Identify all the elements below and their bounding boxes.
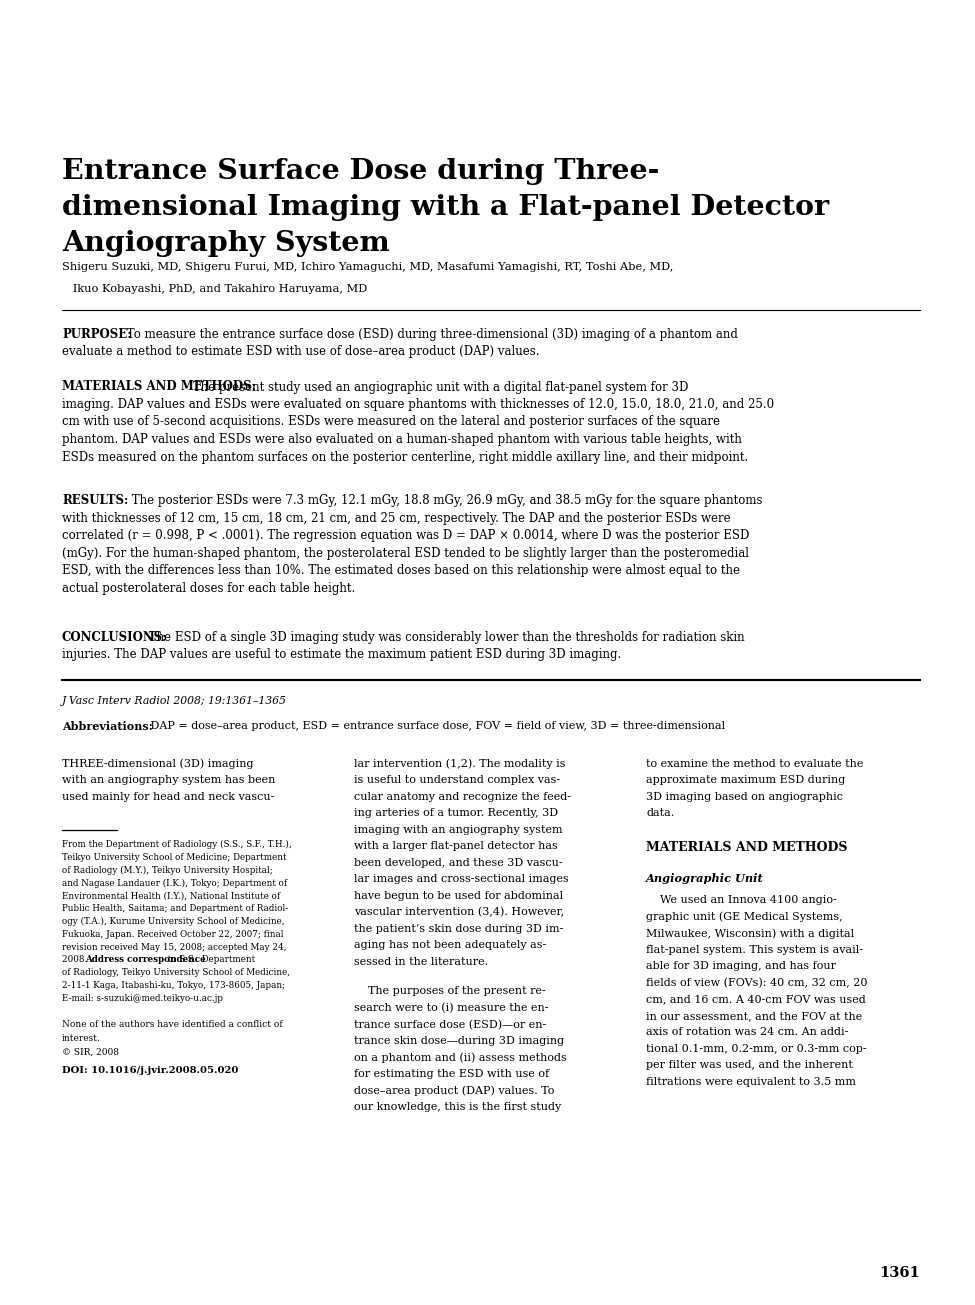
Text: cm, and 16 cm. A 40-cm FOV was used: cm, and 16 cm. A 40-cm FOV was used	[646, 994, 866, 1005]
Text: and Nagase Landauer (I.K.), Tokyo; Department of: and Nagase Landauer (I.K.), Tokyo; Depar…	[62, 878, 287, 887]
Text: E-mail: s-suzuki@med.teikyo-u.ac.jp: E-mail: s-suzuki@med.teikyo-u.ac.jp	[62, 994, 223, 1002]
Text: on a phantom and (ii) assess methods: on a phantom and (ii) assess methods	[354, 1052, 566, 1064]
Text: Abbreviations:: Abbreviations:	[62, 720, 153, 732]
Text: 2008.: 2008.	[62, 955, 90, 964]
Text: imaging. DAP values and ESDs were evaluated on square phantoms with thicknesses : imaging. DAP values and ESDs were evalua…	[62, 398, 774, 411]
Text: DOI: 10.1016/j.jvir.2008.05.020: DOI: 10.1016/j.jvir.2008.05.020	[62, 1066, 238, 1074]
Text: MATERIALS AND METHODS: MATERIALS AND METHODS	[646, 842, 847, 855]
Text: have begun to be used for abdominal: have begun to be used for abdominal	[354, 891, 564, 900]
Text: lar intervention (1,2). The modality is: lar intervention (1,2). The modality is	[354, 758, 566, 770]
Text: the patient’s skin dose during 3D im-: the patient’s skin dose during 3D im-	[354, 924, 564, 934]
Text: interest.: interest.	[62, 1034, 100, 1043]
Text: From the Department of Radiology (S.S., S.F., T.H.),: From the Department of Radiology (S.S., …	[62, 840, 292, 850]
Text: We used an Innova 4100 angio-: We used an Innova 4100 angio-	[646, 895, 837, 906]
Text: injuries. The DAP values are useful to estimate the maximum patient ESD during 3: injuries. The DAP values are useful to e…	[62, 649, 621, 662]
Text: of Radiology, Teikyo University School of Medicine,: of Radiology, Teikyo University School o…	[62, 968, 291, 977]
Text: approximate maximum ESD during: approximate maximum ESD during	[646, 775, 845, 786]
Text: Fukuoka, Japan. Received October 22, 2007; final: Fukuoka, Japan. Received October 22, 200…	[62, 930, 284, 938]
Text: imaging with an angiography system: imaging with an angiography system	[354, 825, 563, 835]
Text: revision received May 15, 2008; accepted May 24,: revision received May 15, 2008; accepted…	[62, 942, 287, 951]
Text: to examine the method to evaluate the: to examine the method to evaluate the	[646, 758, 864, 769]
Text: Environmental Health (I.Y.), National Institute of: Environmental Health (I.Y.), National In…	[62, 891, 280, 900]
Text: The ESD of a single 3D imaging study was considerably lower than the thresholds : The ESD of a single 3D imaging study was…	[145, 630, 745, 643]
Text: trance surface dose (ESD)—or en-: trance surface dose (ESD)—or en-	[354, 1019, 546, 1030]
Text: with thicknesses of 12 cm, 15 cm, 18 cm, 21 cm, and 25 cm, respectively. The DAP: with thicknesses of 12 cm, 15 cm, 18 cm,…	[62, 512, 730, 525]
Text: To measure the entrance surface dose (ESD) during three-dimensional (3D) imaging: To measure the entrance surface dose (ES…	[123, 328, 738, 341]
Text: ing arteries of a tumor. Recently, 3D: ing arteries of a tumor. Recently, 3D	[354, 808, 558, 818]
Text: aging has not been adequately as-: aging has not been adequately as-	[354, 940, 546, 950]
Text: ESDs measured on the phantom surfaces on the posterior centerline, right middle : ESDs measured on the phantom surfaces on…	[62, 450, 748, 463]
Text: PURPOSE:: PURPOSE:	[62, 328, 132, 341]
Text: lar images and cross-sectional images: lar images and cross-sectional images	[354, 874, 568, 885]
Text: tional 0.1-mm, 0.2-mm, or 0.3-mm cop-: tional 0.1-mm, 0.2-mm, or 0.3-mm cop-	[646, 1044, 867, 1053]
Text: THREE-dimensional (3D) imaging: THREE-dimensional (3D) imaging	[62, 758, 254, 770]
Text: Teikyo University School of Medicine; Department: Teikyo University School of Medicine; De…	[62, 853, 287, 863]
Text: is useful to understand complex vas-: is useful to understand complex vas-	[354, 775, 560, 786]
Text: MATERIALS AND METHODS:: MATERIALS AND METHODS:	[62, 381, 256, 394]
Text: with an angiography system has been: with an angiography system has been	[62, 775, 275, 786]
Text: The purposes of the present re-: The purposes of the present re-	[354, 987, 546, 997]
Text: trance skin dose—during 3D imaging: trance skin dose—during 3D imaging	[354, 1036, 565, 1045]
Text: The present study used an angiographic unit with a digital flat-panel system for: The present study used an angiographic u…	[189, 381, 688, 394]
Text: used mainly for head and neck vascu-: used mainly for head and neck vascu-	[62, 792, 274, 801]
Text: 1361: 1361	[879, 1266, 920, 1280]
Text: dose–area product (DAP) values. To: dose–area product (DAP) values. To	[354, 1086, 555, 1096]
Text: Address correspondence: Address correspondence	[85, 955, 206, 964]
Text: Entrance Surface Dose during Three-: Entrance Surface Dose during Three-	[62, 158, 659, 185]
Text: to S.S.. Department: to S.S.. Department	[165, 955, 254, 964]
Text: 3D imaging based on angiographic: 3D imaging based on angiographic	[646, 792, 843, 801]
Text: ESD, with the differences less than 10%. The estimated doses based on this relat: ESD, with the differences less than 10%.…	[62, 564, 740, 577]
Text: for estimating the ESD with use of: for estimating the ESD with use of	[354, 1069, 549, 1079]
Text: per filter was used, and the inherent: per filter was used, and the inherent	[646, 1060, 853, 1070]
Text: CONCLUSIONS:: CONCLUSIONS:	[62, 630, 168, 643]
Text: data.: data.	[646, 808, 675, 818]
Text: our knowledge, this is the first study: our knowledge, this is the first study	[354, 1101, 562, 1112]
Text: of Radiology (M.Y.), Teikyo University Hospital;: of Radiology (M.Y.), Teikyo University H…	[62, 865, 273, 874]
Text: evaluate a method to estimate ESD with use of dose–area product (DAP) values.: evaluate a method to estimate ESD with u…	[62, 346, 539, 359]
Text: vascular intervention (3,4). However,: vascular intervention (3,4). However,	[354, 907, 565, 917]
Text: able for 3D imaging, and has four: able for 3D imaging, and has four	[646, 962, 836, 971]
Text: Angiography System: Angiography System	[62, 230, 390, 257]
Text: cular anatomy and recognize the feed-: cular anatomy and recognize the feed-	[354, 792, 571, 801]
Text: been developed, and these 3D vascu-: been developed, and these 3D vascu-	[354, 857, 563, 868]
Text: 2-11-1 Kaga, Itabashi-ku, Tokyo, 173-8605, Japan;: 2-11-1 Kaga, Itabashi-ku, Tokyo, 173-860…	[62, 981, 285, 990]
Text: J Vasc Interv Radiol 2008; 19:1361–1365: J Vasc Interv Radiol 2008; 19:1361–1365	[62, 696, 287, 706]
Text: The posterior ESDs were 7.3 mGy, 12.1 mGy, 18.8 mGy, 26.9 mGy, and 38.5 mGy for : The posterior ESDs were 7.3 mGy, 12.1 mG…	[128, 495, 762, 508]
Text: © SIR, 2008: © SIR, 2008	[62, 1048, 119, 1057]
Text: None of the authors have identified a conflict of: None of the authors have identified a co…	[62, 1019, 283, 1028]
Text: DAP = dose–area product, ESD = entrance surface dose, FOV = field of view, 3D = : DAP = dose–area product, ESD = entrance …	[140, 720, 725, 731]
Text: fields of view (FOVs): 40 cm, 32 cm, 20: fields of view (FOVs): 40 cm, 32 cm, 20	[646, 977, 868, 988]
Text: Ikuo Kobayashi, PhD, and Takahiro Haruyama, MD: Ikuo Kobayashi, PhD, and Takahiro Haruya…	[62, 284, 368, 294]
Text: axis of rotation was 24 cm. An addi-: axis of rotation was 24 cm. An addi-	[646, 1027, 848, 1037]
Text: sessed in the literature.: sessed in the literature.	[354, 957, 488, 967]
Text: dimensional Imaging with a Flat-panel Detector: dimensional Imaging with a Flat-panel De…	[62, 194, 829, 221]
Text: Angiographic Unit: Angiographic Unit	[646, 873, 763, 885]
Text: with a larger flat-panel detector has: with a larger flat-panel detector has	[354, 842, 558, 851]
Text: filtrations were equivalent to 3.5 mm: filtrations were equivalent to 3.5 mm	[646, 1077, 856, 1087]
Text: RESULTS:: RESULTS:	[62, 495, 129, 508]
Text: actual posterolateral doses for each table height.: actual posterolateral doses for each tab…	[62, 582, 355, 595]
Text: ogy (T.A.), Kurume University School of Medicine,: ogy (T.A.), Kurume University School of …	[62, 917, 285, 927]
Text: Public Health, Saitama; and Department of Radiol-: Public Health, Saitama; and Department o…	[62, 904, 289, 913]
Text: flat-panel system. This system is avail-: flat-panel system. This system is avail-	[646, 945, 863, 955]
Text: Shigeru Suzuki, MD, Shigeru Furui, MD, Ichiro Yamaguchi, MD, Masafumi Yamagishi,: Shigeru Suzuki, MD, Shigeru Furui, MD, I…	[62, 262, 674, 271]
Text: correlated (r = 0.998, P < .0001). The regression equation was D = DAP × 0.0014,: correlated (r = 0.998, P < .0001). The r…	[62, 530, 750, 543]
Text: (mGy). For the human-shaped phantom, the posterolateral ESD tended to be slightl: (mGy). For the human-shaped phantom, the…	[62, 547, 749, 560]
Text: phantom. DAP values and ESDs were also evaluated on a human-shaped phantom with : phantom. DAP values and ESDs were also e…	[62, 433, 742, 446]
Text: cm with use of 5-second acquisitions. ESDs were measured on the lateral and post: cm with use of 5-second acquisitions. ES…	[62, 415, 720, 428]
Text: search were to (i) measure the en-: search were to (i) measure the en-	[354, 1004, 549, 1013]
Text: in our assessment, and the FOV at the: in our assessment, and the FOV at the	[646, 1011, 862, 1021]
Text: graphic unit (GE Medical Systems,: graphic unit (GE Medical Systems,	[646, 912, 842, 923]
Text: Milwaukee, Wisconsin) with a digital: Milwaukee, Wisconsin) with a digital	[646, 928, 854, 938]
